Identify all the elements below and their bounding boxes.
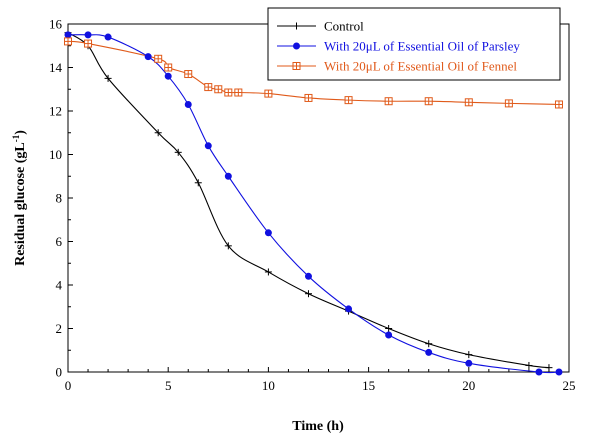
data-point-series-0 [525, 361, 533, 369]
series-markers [64, 29, 563, 376]
data-point-series-0 [385, 325, 393, 332]
data-point-series-0 [425, 340, 433, 348]
legend-label-0: Control [324, 19, 364, 34]
series-lines [67, 32, 559, 374]
y-axis-title-close: ) [13, 130, 28, 135]
data-point-series-1 [164, 72, 172, 80]
data-point-series-0 [545, 364, 553, 372]
data-point-series-2 [184, 70, 193, 79]
data-point-series-0 [224, 242, 232, 250]
data-point-series-1 [184, 100, 192, 108]
data-point-series-0 [174, 148, 182, 156]
data-point-series-1 [64, 31, 72, 39]
legend: Control With 20μL of Essential Oil of Par… [267, 7, 561, 81]
data-point-series-1 [385, 331, 393, 339]
data-point-series-1 [144, 53, 152, 61]
legend-marker-2 [292, 62, 301, 70]
series-line-0 [67, 32, 550, 369]
data-point-series-2 [384, 97, 393, 106]
data-point-series-0 [104, 74, 112, 82]
data-point-series-2 [64, 37, 72, 46]
data-point-series-2 [164, 63, 173, 72]
y-tick-label: 0 [56, 365, 63, 380]
data-point-series-2 [234, 88, 243, 97]
y-tick-label: 10 [49, 147, 62, 162]
y-tick-label: 6 [56, 234, 63, 249]
y-axis-title-superscript: -1 [11, 134, 21, 142]
data-point-series-2 [304, 93, 313, 102]
x-tick-label: 15 [362, 378, 375, 393]
y-axis-title: Residual glucose (gL-1) [11, 130, 28, 266]
data-point-series-1 [345, 305, 353, 313]
data-point-series-1 [425, 348, 433, 356]
data-point-series-0 [194, 179, 202, 187]
data-point-series-1 [84, 31, 92, 39]
data-point-series-2 [344, 96, 353, 105]
y-tick-label: 12 [49, 104, 62, 119]
data-point-series-2 [464, 98, 473, 107]
legend-label-2: With 20μL of Essential Oil of Fennel [324, 59, 517, 74]
axes: 0 5 10 15 20 25 0 2 4 6 8 10 12 14 16 [49, 17, 576, 394]
data-point-series-2 [204, 83, 213, 92]
x-axis-title: Time (h) [292, 419, 344, 434]
data-point-series-2 [214, 85, 223, 94]
y-tick-label: 14 [49, 60, 63, 75]
legend-marker-0 [293, 22, 300, 30]
data-point-series-1 [465, 359, 473, 367]
data-point-series-2 [554, 100, 563, 109]
data-point-series-1 [264, 229, 272, 237]
x-tick-label: 0 [65, 378, 72, 393]
data-point-series-2 [154, 54, 163, 63]
x-tick-label: 5 [165, 378, 172, 393]
x-tick-label: 25 [563, 378, 576, 393]
legend-label-1: With 20μL of Essential Oil of Parsley [324, 39, 520, 54]
x-tick-label: 10 [262, 378, 275, 393]
data-point-series-2 [84, 39, 93, 48]
data-point-series-1 [535, 368, 543, 376]
legend-marker-1 [293, 42, 300, 50]
data-point-series-1 [555, 368, 563, 376]
data-point-series-0 [264, 268, 272, 276]
data-point-series-1 [304, 272, 312, 280]
data-point-series-2 [264, 89, 273, 98]
data-point-series-1 [204, 142, 212, 150]
y-tick-label: 2 [56, 321, 63, 336]
y-tick-label: 4 [56, 278, 63, 293]
data-point-series-1 [104, 33, 112, 41]
data-point-series-0 [304, 290, 312, 298]
y-tick-label: 8 [56, 191, 63, 206]
x-tick-label: 20 [462, 378, 475, 393]
data-point-series-2 [224, 88, 233, 97]
data-point-series-0 [465, 351, 473, 359]
data-point-series-1 [224, 172, 232, 180]
y-axis-title-main: Residual glucose (gL [13, 142, 28, 266]
data-point-series-2 [424, 97, 433, 106]
legend-box [267, 7, 561, 81]
series-line-1 [67, 34, 559, 374]
y-tick-label: 16 [49, 17, 63, 32]
data-point-series-0 [154, 129, 162, 137]
data-point-series-2 [504, 99, 513, 108]
